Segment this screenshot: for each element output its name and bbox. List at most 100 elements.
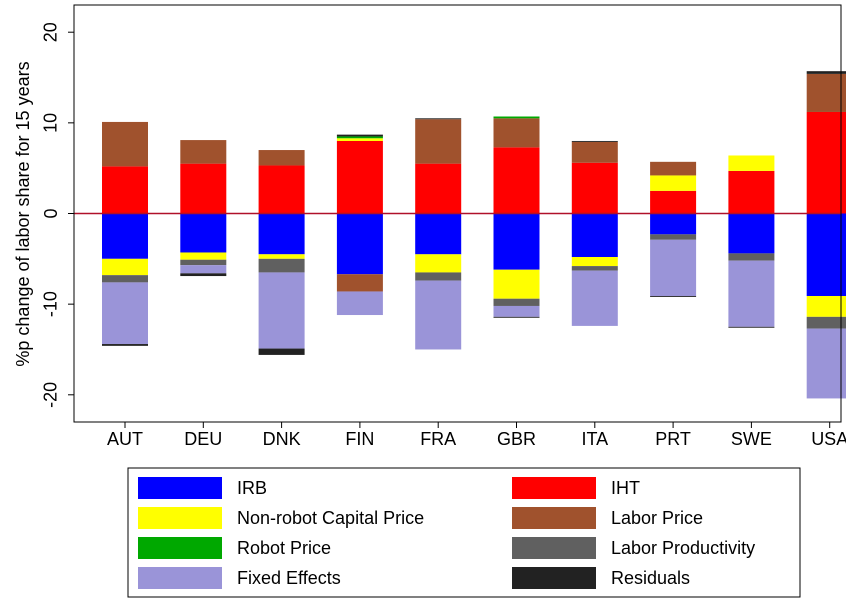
bar-segment	[180, 213, 227, 253]
bar-segment	[180, 259, 227, 266]
bar-segment	[571, 162, 618, 214]
bar-segment	[571, 270, 618, 326]
bar-segment	[258, 254, 305, 259]
x-tick-label: SWE	[731, 429, 772, 449]
bar-segment	[806, 295, 846, 317]
bar-segment	[806, 316, 846, 329]
x-tick-label: FRA	[420, 429, 456, 449]
y-tick-label: 0	[41, 208, 61, 218]
bar-segment	[728, 213, 775, 254]
legend-label: IHT	[611, 478, 640, 498]
bar-segment	[180, 265, 227, 274]
y-tick-label: 10	[41, 113, 61, 133]
bar-segment	[571, 141, 618, 163]
legend-label: Labor Productivity	[611, 538, 755, 558]
x-tick-label: FIN	[345, 429, 374, 449]
y-tick-label: 20	[41, 22, 61, 42]
y-tick-label: -10	[41, 291, 61, 317]
legend-swatch	[512, 507, 596, 529]
bar-segment	[493, 118, 540, 148]
y-axis-label: %p change of labor share for 15 years	[13, 61, 33, 366]
bar-segment	[415, 280, 462, 350]
plot-frame	[73, 4, 842, 423]
bar-segment	[336, 140, 383, 214]
bar-segment	[336, 134, 383, 137]
bar-segment	[415, 254, 462, 273]
bar-segment	[258, 150, 305, 166]
bar-segment	[258, 348, 305, 355]
bar-segment	[102, 213, 148, 259]
bar-segment	[806, 71, 846, 74]
bar-segment	[336, 138, 383, 141]
bar-segment	[650, 213, 697, 235]
bar-segment	[728, 326, 775, 328]
x-tick-label: GBR	[497, 429, 536, 449]
bar-segment	[415, 272, 462, 281]
bar-segment	[493, 116, 540, 119]
bar-segment	[650, 161, 697, 176]
x-tick-label: ITA	[581, 429, 608, 449]
bar-segment	[728, 253, 775, 261]
bar-segment	[650, 295, 697, 297]
legend-swatch	[512, 537, 596, 559]
legend-label: Non-robot Capital Price	[237, 508, 424, 528]
legend-swatch	[138, 507, 222, 529]
legend-label: Residuals	[611, 568, 690, 588]
bar-segment	[102, 282, 148, 345]
bar-segment	[650, 234, 697, 240]
x-tick-label: DNK	[263, 429, 301, 449]
bar-segment	[415, 118, 462, 120]
bar-segment	[336, 274, 383, 292]
legend-label: Robot Price	[237, 538, 331, 558]
bar-segment	[571, 266, 618, 271]
bar-segment	[571, 257, 618, 267]
bar-segment	[806, 328, 846, 399]
bar-segment	[650, 175, 697, 191]
x-tick-label: USA	[811, 429, 846, 449]
bar-segment	[415, 163, 462, 214]
bar-segment	[180, 252, 227, 260]
legend-label: Fixed Effects	[237, 568, 341, 588]
x-tick-label: AUT	[107, 429, 143, 449]
bar-segment	[493, 269, 540, 299]
bar-segment	[336, 136, 383, 139]
bar-segment	[571, 213, 618, 258]
bar-segment	[493, 305, 540, 317]
bar-segment	[728, 260, 775, 327]
bar-segment	[102, 344, 148, 346]
legend-swatch	[512, 567, 596, 589]
y-tick-label: -20	[41, 382, 61, 408]
bar-segment	[493, 298, 540, 306]
legend-label: Labor Price	[611, 508, 703, 528]
bar-segment	[258, 258, 305, 273]
x-tick-label: PRT	[655, 429, 691, 449]
bar-segment	[415, 213, 462, 255]
legend-swatch	[512, 477, 596, 499]
bar-segment	[258, 213, 305, 255]
bar-segment	[102, 275, 148, 283]
bar-segment	[102, 166, 148, 214]
bar-segment	[650, 239, 697, 296]
bar-segment	[336, 213, 383, 275]
bar-segment	[180, 140, 227, 164]
bar-segment	[806, 111, 846, 214]
bar-segment	[102, 258, 148, 276]
legend-box	[127, 467, 801, 598]
bar-segment	[806, 73, 846, 112]
bar-segment	[180, 163, 227, 214]
bar-segment	[493, 213, 540, 270]
x-tick-label: DEU	[184, 429, 222, 449]
bar-segment	[650, 190, 697, 214]
bar-segment	[806, 213, 846, 296]
bar-segment	[571, 140, 618, 142]
legend-swatch	[138, 567, 222, 589]
bar-segment	[258, 272, 305, 349]
legend-swatch	[138, 477, 222, 499]
bar-segment	[102, 121, 148, 167]
bar-segment	[336, 291, 383, 316]
bar-segment	[728, 155, 775, 171]
bar-segment	[493, 316, 540, 318]
bar-segment	[493, 147, 540, 214]
legend-swatch	[138, 537, 222, 559]
